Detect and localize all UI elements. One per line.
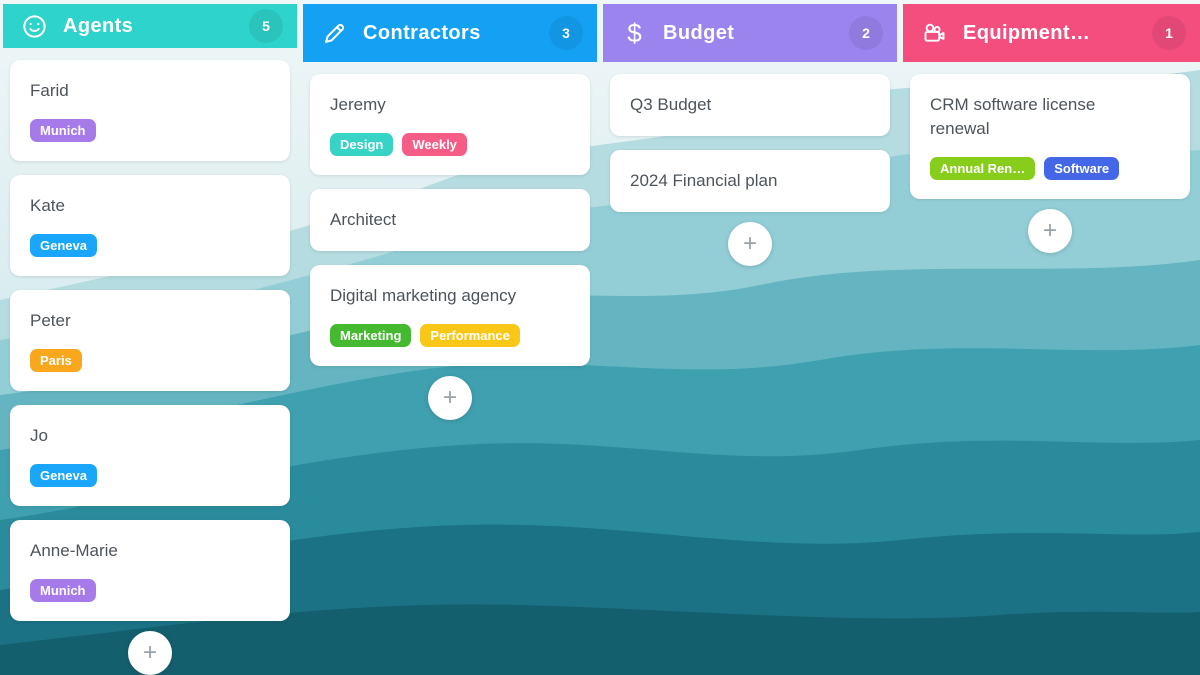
column-agents: Agents 5 Farid Munich Kate Geneva Peter … — [0, 0, 300, 675]
tag[interactable]: Marketing — [330, 324, 412, 347]
card-list: Farid Munich Kate Geneva Peter Paris Jo — [0, 48, 300, 621]
tag[interactable]: Munich — [30, 579, 96, 602]
card[interactable]: Kate Geneva — [10, 175, 290, 276]
column-title: Contractors — [363, 21, 481, 44]
smiley-icon — [21, 13, 48, 40]
column-count-badge: 3 — [549, 16, 583, 50]
column-header-agents[interactable]: Agents 5 — [3, 4, 297, 48]
card-list: Q3 Budget 2024 Financial plan — [600, 62, 900, 212]
card[interactable]: Farid Munich — [10, 60, 290, 161]
card[interactable]: 2024 Financial plan — [610, 150, 890, 212]
dollar-icon: $ — [627, 17, 642, 48]
pencil-icon — [321, 20, 348, 47]
tag[interactable]: Munich — [30, 119, 96, 142]
card-title: Anne-Marie — [30, 541, 118, 560]
card[interactable]: Q3 Budget — [610, 74, 890, 136]
column-header-budget[interactable]: $ Budget 2 — [603, 4, 897, 62]
movie-camera-icon — [921, 20, 948, 47]
add-card-button[interactable]: + — [728, 222, 772, 266]
column-equipment: Equipment… 1 CRM software license renewa… — [900, 0, 1200, 675]
tag[interactable]: Performance — [420, 324, 520, 347]
card-tags: Design Weekly — [330, 133, 570, 156]
tag[interactable]: Software — [1044, 157, 1120, 180]
card-tags: Munich — [30, 579, 270, 602]
column-header-contractors[interactable]: Contractors 3 — [303, 4, 597, 62]
mountain-ridge — [0, 604, 1200, 675]
tag[interactable]: Paris — [30, 349, 82, 372]
card[interactable]: Peter Paris — [10, 290, 290, 391]
card-title: Jo — [30, 426, 48, 445]
card-title: CRM software license renewal — [930, 95, 1096, 138]
card-title: Q3 Budget — [630, 95, 712, 114]
card[interactable]: Digital marketing agency Marketing Perfo… — [310, 265, 590, 366]
card-title: Kate — [30, 196, 65, 215]
card-tags: Geneva — [30, 234, 270, 257]
column-count-badge: 2 — [849, 16, 883, 50]
card-tags: Paris — [30, 349, 270, 372]
card[interactable]: Jo Geneva — [10, 405, 290, 506]
add-card-button[interactable]: + — [428, 376, 472, 420]
tag[interactable]: Geneva — [30, 234, 97, 257]
card[interactable]: Architect — [310, 189, 590, 251]
card-title: Digital marketing agency — [330, 286, 517, 305]
column-header-equipment[interactable]: Equipment… 1 — [903, 4, 1200, 62]
tag[interactable]: Weekly — [402, 133, 467, 156]
card[interactable]: Anne-Marie Munich — [10, 520, 290, 621]
card-title: Architect — [330, 210, 397, 229]
column-title: Agents — [63, 14, 134, 37]
card[interactable]: CRM software license renewal Annual Ren…… — [910, 74, 1190, 199]
add-card-button[interactable]: + — [128, 631, 172, 675]
card-tags: Annual Ren… Software — [930, 157, 1170, 180]
card-list: CRM software license renewal Annual Ren…… — [900, 62, 1200, 199]
card-tags: Geneva — [30, 464, 270, 487]
add-card-button[interactable]: + — [1028, 209, 1072, 253]
card-tags: Munich — [30, 119, 270, 142]
tag[interactable]: Annual Ren… — [930, 157, 1036, 180]
card-list: Jeremy Design Weekly Architect Digital m… — [300, 62, 600, 366]
card-tags: Marketing Performance — [330, 324, 570, 347]
card-title: 2024 Financial plan — [630, 171, 778, 190]
card-title: Peter — [30, 311, 71, 330]
column-title: Equipment… — [963, 21, 1091, 44]
column-contractors: Contractors 3 Jeremy Design Weekly Archi… — [300, 0, 600, 675]
card-title: Jeremy — [330, 95, 386, 114]
card[interactable]: Jeremy Design Weekly — [310, 74, 590, 175]
column-count-badge: 1 — [1152, 16, 1186, 50]
column-budget: $ Budget 2 Q3 Budget 2024 Financial plan… — [600, 0, 900, 675]
column-count-badge: 5 — [249, 9, 283, 43]
column-title: Budget — [663, 21, 735, 44]
card-title: Farid — [30, 81, 69, 100]
tag[interactable]: Geneva — [30, 464, 97, 487]
tag[interactable]: Design — [330, 133, 394, 156]
